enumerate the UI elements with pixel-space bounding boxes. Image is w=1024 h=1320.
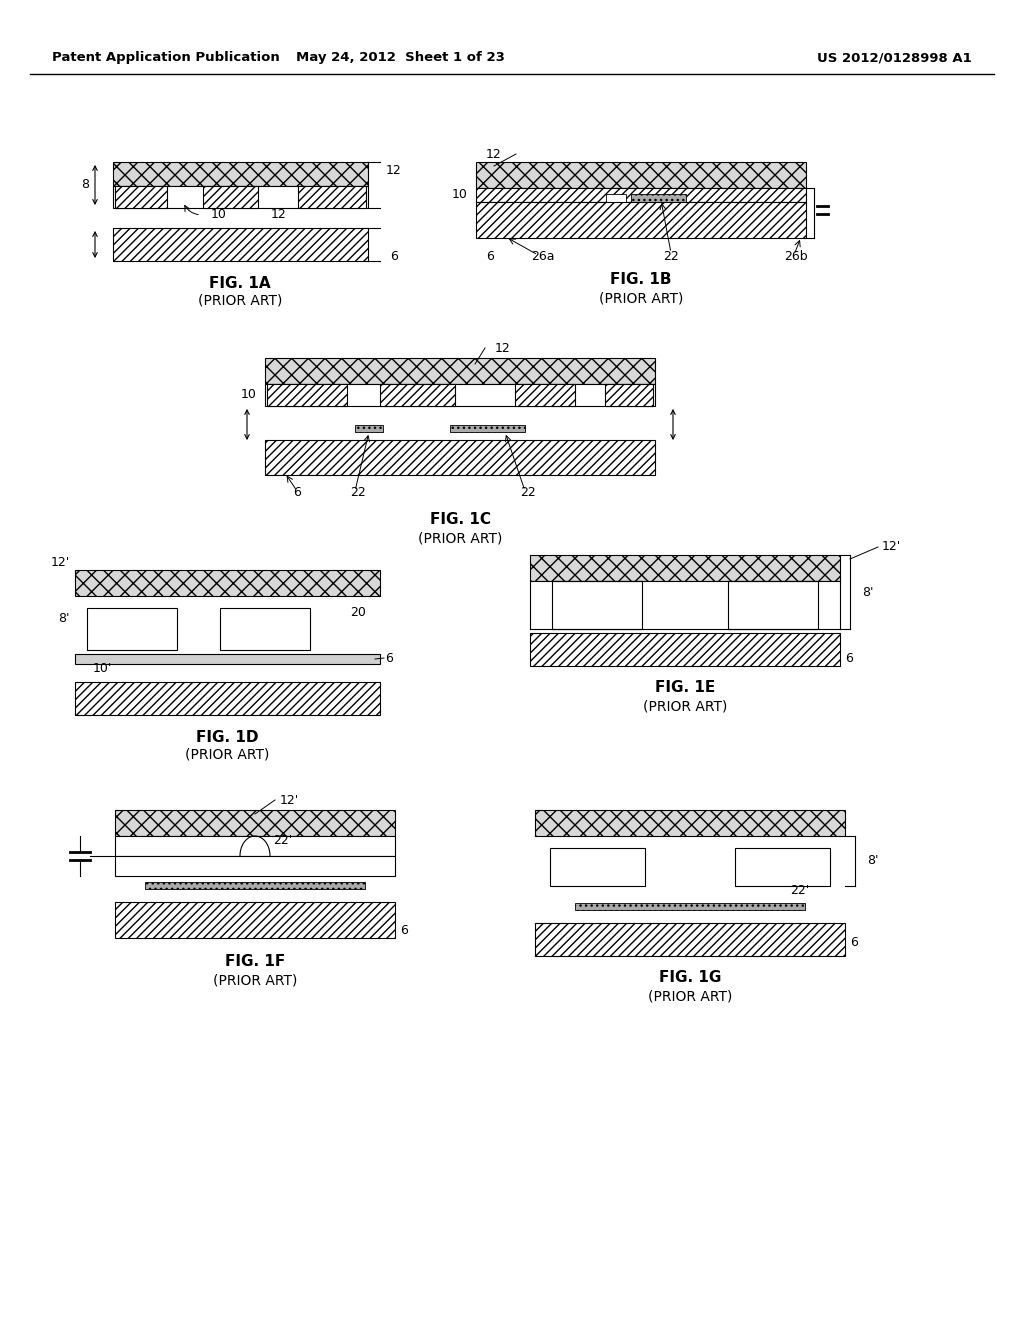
Text: 12: 12 [271, 209, 287, 222]
Text: 12: 12 [486, 148, 502, 161]
Text: 12': 12' [882, 540, 901, 553]
Text: 10: 10 [241, 388, 257, 401]
Text: (PRIOR ART): (PRIOR ART) [648, 989, 732, 1003]
Text: (PRIOR ART): (PRIOR ART) [418, 531, 502, 545]
Text: (PRIOR ART): (PRIOR ART) [643, 700, 727, 713]
Bar [75, 653, 380, 664]
Bar [75, 570, 380, 597]
Text: 6: 6 [385, 652, 393, 664]
Bar [265, 384, 655, 407]
Bar [552, 581, 642, 630]
Text: 10: 10 [211, 209, 227, 222]
Bar [267, 384, 347, 407]
Bar [476, 187, 806, 202]
Bar [728, 581, 818, 630]
Text: 22: 22 [350, 487, 366, 499]
Text: 8': 8' [58, 611, 70, 624]
Bar [113, 162, 368, 186]
Bar [265, 440, 655, 475]
Text: 12': 12' [280, 793, 299, 807]
Bar [552, 581, 642, 630]
Text: FIG. 1F: FIG. 1F [225, 954, 285, 969]
Bar [606, 194, 626, 202]
Text: 8: 8 [81, 178, 89, 191]
Text: FIG. 1E: FIG. 1E [655, 681, 715, 696]
Bar [476, 202, 806, 238]
Text: 26a: 26a [531, 251, 555, 264]
Text: FIG. 1G: FIG. 1G [658, 970, 721, 986]
Text: US 2012/0128998 A1: US 2012/0128998 A1 [817, 51, 972, 65]
Text: 6: 6 [400, 924, 408, 936]
Bar [75, 682, 380, 715]
Text: 12': 12' [51, 556, 70, 569]
Text: 22: 22 [664, 251, 679, 264]
Bar [355, 425, 383, 432]
Bar [530, 634, 840, 667]
Bar [115, 836, 395, 855]
Text: FIG. 1A: FIG. 1A [209, 276, 270, 290]
Text: (PRIOR ART): (PRIOR ART) [213, 973, 297, 987]
Bar [535, 810, 845, 836]
Text: 6: 6 [850, 936, 858, 949]
Bar [203, 186, 258, 209]
Text: (PRIOR ART): (PRIOR ART) [184, 748, 269, 762]
Text: 6: 6 [845, 652, 853, 665]
Bar [145, 882, 365, 888]
Text: 20: 20 [350, 606, 366, 619]
Bar [575, 903, 805, 909]
Bar [113, 186, 368, 209]
Bar [515, 384, 575, 407]
Text: (PRIOR ART): (PRIOR ART) [599, 290, 683, 305]
Text: 22': 22' [273, 833, 292, 846]
Bar [476, 162, 806, 187]
Text: 12: 12 [495, 342, 511, 355]
Bar [550, 847, 645, 886]
Text: (PRIOR ART): (PRIOR ART) [198, 294, 283, 308]
Text: Patent Application Publication: Patent Application Publication [52, 51, 280, 65]
Bar [87, 609, 177, 649]
Bar [115, 186, 167, 209]
Bar [450, 425, 525, 432]
Text: 26b: 26b [784, 251, 808, 264]
Text: 8': 8' [867, 854, 879, 866]
Text: 6: 6 [486, 251, 494, 264]
Text: FIG. 1B: FIG. 1B [610, 272, 672, 288]
Text: 8': 8' [862, 586, 873, 598]
Text: 6: 6 [390, 249, 398, 263]
Bar [728, 581, 818, 630]
Text: 10: 10 [453, 189, 468, 202]
Bar [530, 581, 840, 630]
Text: 10': 10' [93, 661, 113, 675]
Bar [220, 609, 310, 649]
Text: 12: 12 [386, 164, 401, 177]
Text: 22: 22 [520, 487, 536, 499]
Bar [631, 194, 686, 202]
Text: 6: 6 [293, 487, 301, 499]
Bar [115, 810, 395, 836]
Bar [380, 384, 455, 407]
Bar [265, 358, 655, 384]
Text: FIG. 1C: FIG. 1C [429, 512, 490, 528]
Text: May 24, 2012  Sheet 1 of 23: May 24, 2012 Sheet 1 of 23 [296, 51, 505, 65]
Bar [735, 847, 830, 886]
Text: FIG. 1D: FIG. 1D [196, 730, 258, 744]
Text: 22': 22' [790, 884, 809, 898]
Bar [115, 902, 395, 939]
Bar [530, 554, 840, 581]
Bar [113, 228, 368, 261]
Bar [115, 855, 395, 876]
Bar [605, 384, 653, 407]
Bar [535, 923, 845, 956]
Bar [298, 186, 366, 209]
